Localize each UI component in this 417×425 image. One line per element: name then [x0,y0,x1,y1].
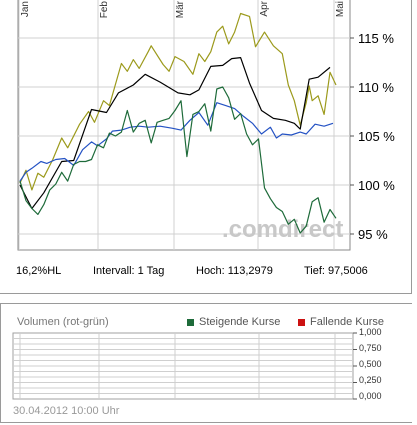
stat-low: Tief: 97,5006 [304,265,368,277]
legend-down-label: Fallende Kurse [310,316,384,328]
series-line-2 [19,56,331,210]
volume-chart-panel: Volumen (rot-grün) Steigende Kurse Falle… [0,303,412,423]
y-tick-label: 110 % [358,80,394,95]
price-chart: 115 %110 %105 %100 %95 %Jan Feb Mär Apr Mai.… [17,0,395,251]
volume-tick-5: 0,000 [359,391,382,401]
series-line-3 [19,102,334,182]
stat-interval: Intervall: 1 Tag [93,265,165,277]
volume-tick-1: 1,000 [359,327,382,337]
y-tick-label: 100 % [358,178,395,193]
y-tick-label: 95 % [358,227,388,242]
price-chart-panel: 115 % 110 % 105 % 100 % 95 % Jan Feb Mär Apr Mai.… [0,0,412,294]
volume-chart [12,332,357,400]
stat-high: Hoch: 113,2979 [196,265,273,277]
legend-up-label: Steigende Kurse [199,316,281,328]
volume-tick-3: 0,500 [359,359,382,369]
volume-title: Volumen (rot-grün) [17,316,109,328]
y-tick-label: 105 % [358,129,395,144]
y-tick-label: 115 % [358,31,394,46]
legend-down-swatch [298,319,305,326]
stat-period: 16,2%HL [16,265,62,277]
volume-tick-2: 0,750 [359,343,382,353]
volume-date: 30.04.2012 10:00 Uhr [13,405,120,417]
volume-tick-4: 0,250 [359,375,382,385]
legend-up-swatch [187,319,194,326]
series-line-1 [19,12,337,191]
plot-area [17,0,351,251]
x-tick-label: Mär [175,0,186,18]
x-tick-label: Apr [259,0,270,16]
series-line-4 [19,86,337,234]
x-tick-label: Feb [99,1,110,19]
x-tick-label: Mai [335,1,346,17]
x-tick-label: Jan [20,1,31,17]
